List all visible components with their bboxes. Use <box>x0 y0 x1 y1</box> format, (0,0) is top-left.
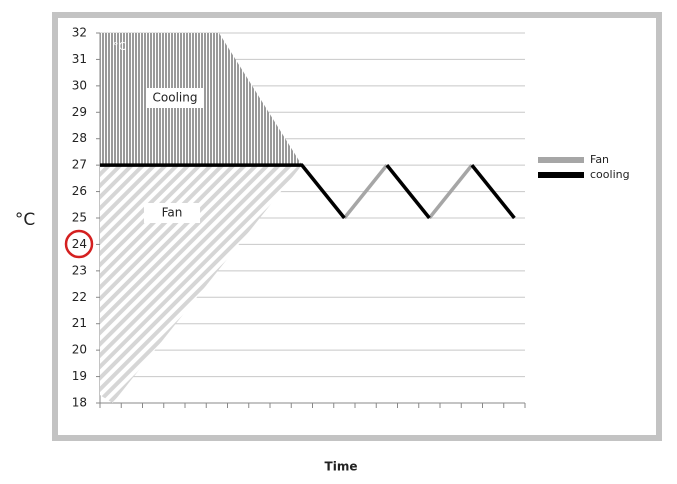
series-line <box>385 164 431 220</box>
y-tick-label: 31 <box>72 52 87 66</box>
area-label-bg <box>144 203 200 223</box>
y-tick-label: 25 <box>72 211 87 225</box>
y-tick-label: 18 <box>72 396 87 410</box>
y-tick-label: 30 <box>72 78 87 92</box>
series-line <box>100 163 346 220</box>
plot-area: 18 19 20 21 22 23 24 25 26 27 28 29 30 31 32 Cooling Fan… <box>72 26 630 410</box>
legend-label: Fan <box>590 153 609 166</box>
y-tick-label: 23 <box>72 263 87 277</box>
y-axis-label: °C <box>15 210 35 230</box>
y-tick-label: 26 <box>72 184 87 198</box>
legend-label: cooling <box>590 168 630 181</box>
y-tick-label: 32 <box>72 26 87 40</box>
area-label: Cooling <box>153 91 198 105</box>
x-axis-label: Time <box>325 460 358 474</box>
y-tick-label: 21 <box>72 316 87 330</box>
y-tick-label: 27 <box>72 158 87 172</box>
area <box>100 165 302 403</box>
y-tick-label: 28 <box>72 131 87 145</box>
series-line <box>343 164 389 220</box>
series-line <box>428 164 474 220</box>
highlight-circle <box>64 229 94 259</box>
y-tick-label: 19 <box>72 369 87 383</box>
legend-swatch <box>538 172 584 178</box>
y-tick-label: 29 <box>72 105 87 119</box>
series-line <box>470 164 516 220</box>
y-tick-label: 22 <box>72 290 87 304</box>
area-label: Fan <box>162 206 183 220</box>
corner-text: °C <box>113 40 127 53</box>
legend-swatch <box>538 157 584 163</box>
area-label-bg <box>147 88 203 108</box>
y-tick-label: 24 <box>72 237 87 251</box>
y-tick-label: 20 <box>72 343 87 357</box>
